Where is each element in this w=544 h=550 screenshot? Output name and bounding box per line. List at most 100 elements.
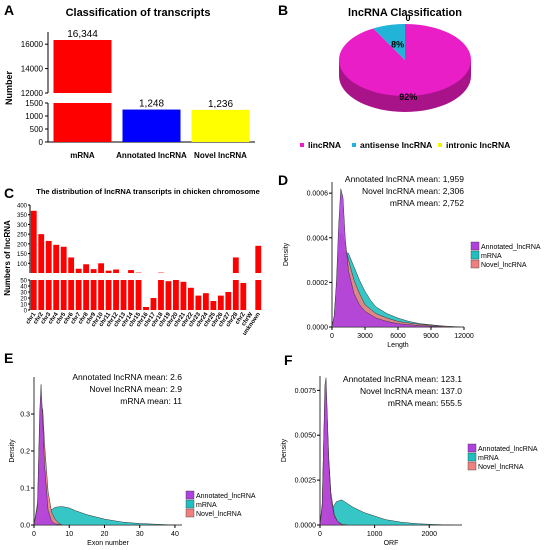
chart-f-ylabel: Density [281,438,288,462]
chart-d-xtick-label: 6000 [390,333,406,340]
chart-b-slice [373,24,405,60]
chart-a-bar [191,109,250,142]
chart-c-chromosome-distribution: The distribution of lncRNA transcripts i… [3,187,262,337]
chart-e-ytick-label: 0.3 [20,412,30,419]
chart-c-bar [150,298,157,310]
chart-c-bar [105,280,112,310]
chart-f-annotation: Annotated lncRNA mean: 123.1 [343,374,462,384]
chart-e-legend-label: mRNA [196,502,217,509]
chart-c-bar [143,307,149,310]
chart-a-category-label: Novel lncRNA [194,151,247,160]
chart-c-bar [158,280,164,310]
chart-b-legend-swatch [438,143,442,147]
chart-a-ytick-label: 1000 [25,112,43,121]
chart-d-xtick-label: 3000 [357,333,373,340]
chart-a-transcript-classification: Classification of transcripts Number 12000… [4,7,255,160]
chart-f-orf-density: 0 1000 2000 0.0000 0.0025 0.0050 0.0075 ORF Dens… [281,374,538,547]
chart-c-bar [75,280,82,310]
chart-f-xtick-label: 2000 [421,531,437,538]
chart-f-ytick-label: 0.0075 [295,388,317,395]
chart-c-bar-upper [38,234,45,273]
chart-c-ytick-label: 50 [20,279,27,285]
panel-letter-f: F [284,352,293,368]
chart-c-bar-upper [53,244,60,273]
panel-letter-d: D [278,172,289,188]
chart-a-ylabel: Number [4,71,14,106]
chart-d-ytick-label: 0.0004 [307,235,329,242]
chart-e-xtick-label: 20 [101,531,109,538]
chart-c-ytick-label: 100 [17,262,28,268]
chart-c-ytick-label: 0 [24,309,28,315]
chart-f-ytick-label: 0.0000 [295,523,317,530]
chart-b-pct-label: 92% [399,92,417,102]
chart-f-annotation: Novel lncRNA mean: 137.0 [360,386,462,396]
chart-b-legend-label: lincRNA [308,140,341,150]
chart-e-ytick-label: 0.1 [20,486,30,493]
chart-c-bar-upper [45,240,52,273]
chart-c-bar [113,280,119,310]
chart-e-legend-swatch [185,499,195,509]
chart-c-ytick-label: 350 [17,213,28,219]
chart-f-annotation: mRNA mean: 555.5 [388,398,462,408]
chart-b-title: lncRNA Classification [348,7,462,19]
chart-e-ytick-label: 0.0 [20,523,30,530]
chart-d-legend-label: mRNA [481,253,502,260]
chart-c-bar-upper [30,210,37,273]
chart-c-bar-upper [98,263,105,273]
chart-d-xtick-label: 0 [330,333,334,340]
chart-f-density-annotated-lncrna [319,377,343,526]
chart-c-bar-upper [90,269,97,273]
chart-b-legend-swatch [300,143,304,147]
chart-f-xlabel: ORF [384,540,399,547]
chart-e-legend-label: Novel_lncRNA [196,511,242,518]
chart-d-annotation: Novel lncRNA mean: 2,306 [362,186,464,196]
chart-c-bar [30,280,37,310]
chart-a-ytick-label: 12000 [21,89,44,98]
chart-c-bar-upper [255,245,262,273]
chart-c-bar [83,280,90,310]
chart-e-legend-swatch [185,490,195,500]
chart-b-pct-label: 8% [391,39,404,49]
chart-e-annotation: Novel lncRNA mean: 2.9 [89,384,182,394]
chart-c-bar [180,281,187,310]
chart-c-bar-upper [232,257,239,273]
chart-b-legend-swatch [352,143,356,147]
chart-d-annotation: Annotated lncRNA mean: 1,959 [345,174,464,184]
chart-d-legend-swatch [470,259,480,269]
chart-c-bar [53,280,60,310]
chart-e-ylabel: Density [9,439,16,463]
chart-c-bar [173,280,179,310]
chart-b-slice [339,24,471,97]
panel-letter-a: A [4,2,15,18]
chart-a-bar [53,103,112,142]
chart-a-title: Classification of transcripts [66,7,211,19]
chart-c-bar [45,280,52,310]
chart-e-annotation: Annotated lncRNA mean: 2.6 [72,372,182,382]
chart-c-bar [195,295,202,310]
chart-d-xtick-label: 12000 [454,333,474,340]
chart-e-legend-label: Annotated_lncRNA [196,493,256,500]
chart-c-ytick-label: 10 [20,303,27,309]
chart-d-ytick-label: 0.0000 [307,325,329,332]
chart-c-bar [128,280,134,310]
chart-c-bar-upper [105,270,112,273]
chart-c-bar [98,280,105,310]
chart-c-bar [68,280,75,310]
chart-c-bar-upper [75,268,82,273]
chart-a-value-label: 16,344 [67,29,98,40]
chart-f-density-mrna [319,499,452,526]
chart-c-bar [60,280,67,310]
chart-a-category-label: Annotated lncRNA [116,151,187,160]
chart-e-xtick-label: 40 [171,531,179,538]
chart-c-bar-upper [68,257,75,273]
panel-letter-c: C [4,185,15,201]
chart-f-ytick-label: 0.0025 [295,478,317,485]
chart-f-legend-label: Novel_lncRNA [478,464,524,471]
chart-e-xtick-label: 0 [32,531,36,538]
chart-c-bar [135,280,142,310]
chart-d-xlabel: Length [387,342,409,349]
chart-c-bar [90,280,97,310]
chart-d-ytick-label: 0.0002 [307,280,329,287]
chart-b-legend-label: intronic lncRNA [446,140,510,150]
chart-c-ylabel: Numbers of lncRNA [3,220,12,296]
